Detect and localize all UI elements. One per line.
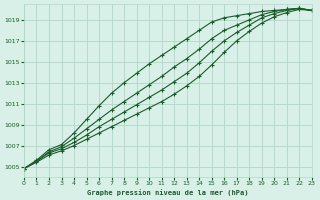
X-axis label: Graphe pression niveau de la mer (hPa): Graphe pression niveau de la mer (hPa) [87, 189, 249, 196]
